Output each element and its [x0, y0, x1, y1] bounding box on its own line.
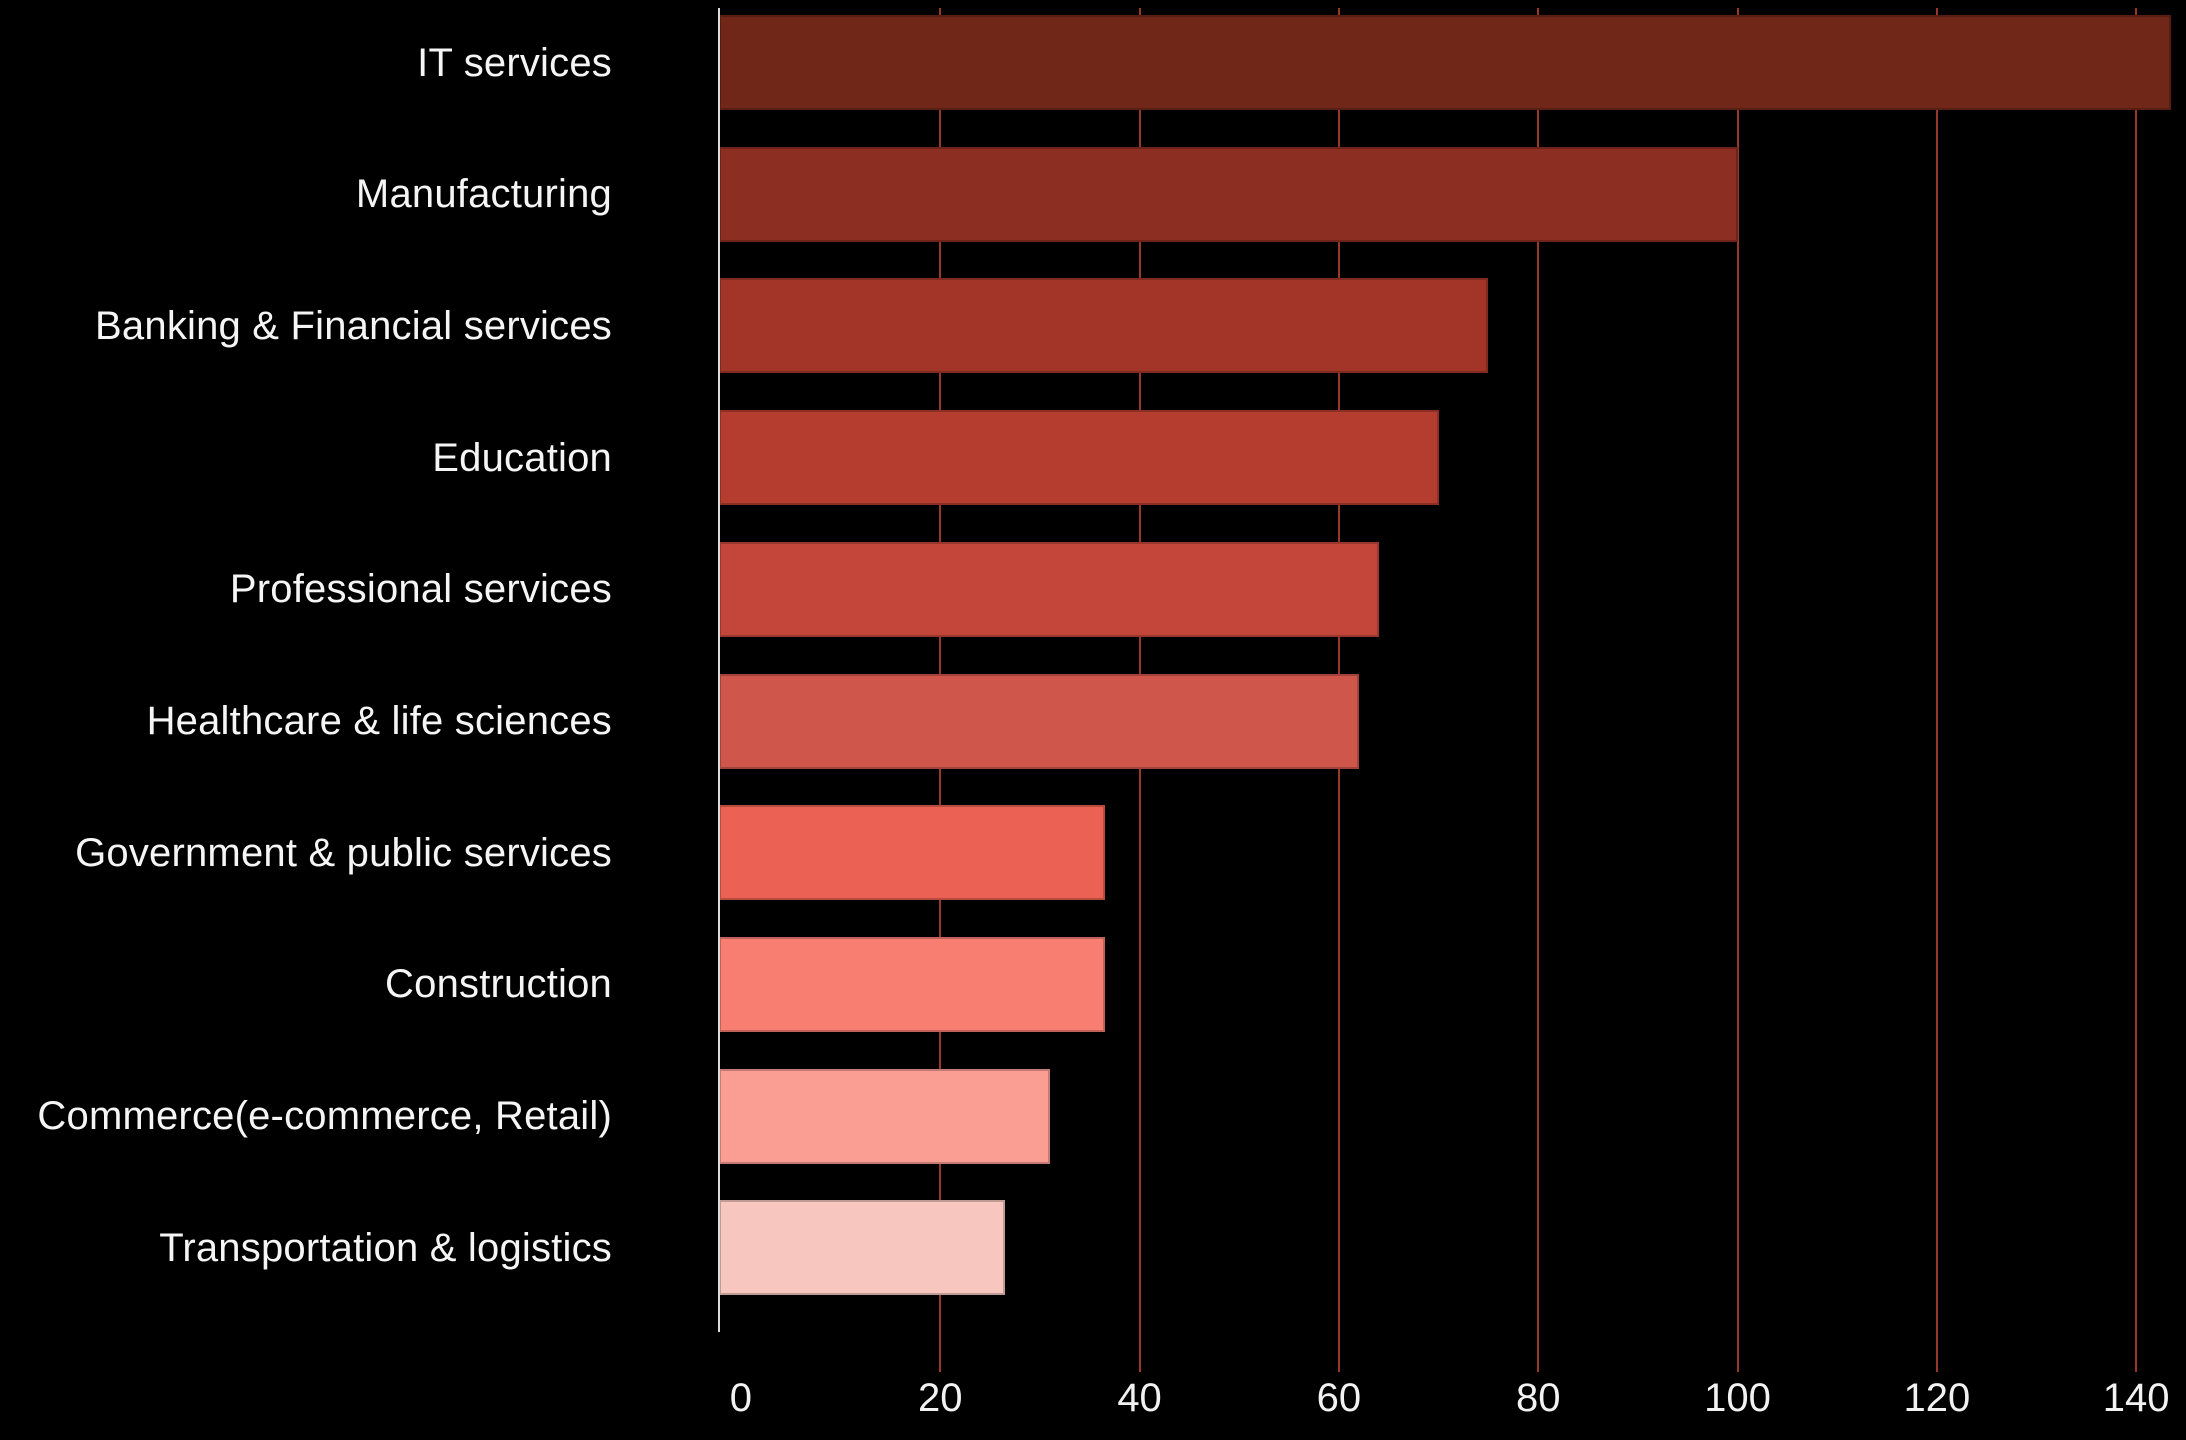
category-label: Manufacturing — [355, 172, 612, 217]
category-label: Construction — [385, 962, 612, 1007]
bar — [719, 805, 1105, 901]
x-tick-label: 20 — [917, 1376, 963, 1420]
gridline — [1736, 8, 1739, 1372]
bar — [719, 673, 1359, 769]
bar — [719, 1200, 1006, 1296]
x-tick-label: 120 — [1903, 1376, 1971, 1420]
bar — [719, 1068, 1050, 1164]
category-label: Transportation & logistics — [159, 1225, 612, 1270]
bar — [719, 541, 1379, 637]
bar — [719, 410, 1439, 506]
x-tick-label: 80 — [1515, 1376, 1561, 1420]
category-label: Education — [432, 435, 612, 480]
bar — [719, 146, 1738, 242]
x-tick-label: 100 — [1704, 1376, 1771, 1420]
category-label: Banking & Financial services — [95, 303, 612, 348]
bar — [719, 936, 1105, 1032]
x-tick-label: 40 — [1117, 1376, 1162, 1420]
bar — [719, 278, 1489, 374]
category-label: Commerce(e-commerce, Retail) — [37, 1094, 612, 1139]
gridline — [1935, 8, 1938, 1372]
category-label: IT services — [417, 40, 612, 85]
category-label: Healthcare & life sciences — [146, 699, 612, 743]
x-tick-label: 0 — [729, 1376, 753, 1420]
plot-area — [719, 8, 2186, 1372]
x-tick-label: 60 — [1316, 1376, 1362, 1420]
y-axis-line — [718, 8, 720, 1332]
gridline — [2135, 8, 2138, 1372]
category-label: Government & public services — [75, 830, 612, 875]
category-label: Professional services — [229, 567, 612, 612]
bar — [719, 15, 2172, 110]
gridline — [1537, 8, 1540, 1372]
x-tick-label: 140 — [2102, 1376, 2170, 1420]
